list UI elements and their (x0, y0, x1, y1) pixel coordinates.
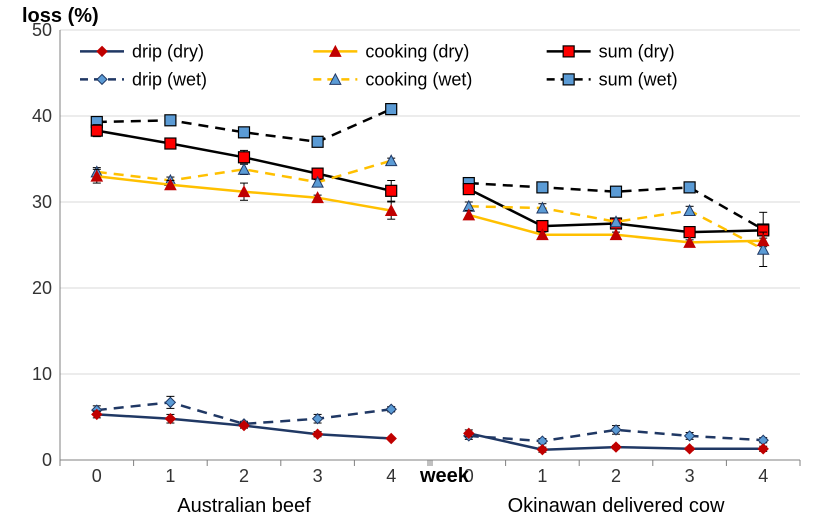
x-tick-label: 3 (313, 466, 323, 486)
x-tick-label: 4 (758, 466, 768, 486)
legend-label: cooking (wet) (365, 69, 472, 89)
panel-label: Australian beef (177, 495, 311, 517)
panel-label: Okinawan delivered cow (508, 495, 725, 517)
legend-label: sum (dry) (599, 41, 675, 61)
y-tick-label: 20 (32, 278, 52, 298)
y-axis-title: loss (%) (22, 5, 99, 27)
legend-label: drip (dry) (132, 41, 204, 61)
x-axis-title: week (419, 465, 470, 487)
legend-label: drip (wet) (132, 69, 207, 89)
y-tick-label: 40 (32, 106, 52, 126)
y-tick-label: 0 (42, 450, 52, 470)
x-tick-label: 1 (537, 466, 547, 486)
x-tick-label: 1 (165, 466, 175, 486)
x-tick-label: 0 (92, 466, 102, 486)
y-tick-label: 10 (32, 364, 52, 384)
loss-chart: 01020304050loss (%)01234Australian beef0… (0, 0, 827, 532)
x-tick-label: 2 (611, 466, 621, 486)
x-tick-label: 2 (239, 466, 249, 486)
legend-label: cooking (dry) (365, 41, 469, 61)
y-tick-label: 30 (32, 192, 52, 212)
x-tick-label: 4 (386, 466, 396, 486)
x-tick-label: 3 (685, 466, 695, 486)
chart-container: 01020304050loss (%)01234Australian beef0… (0, 0, 827, 532)
legend-label: sum (wet) (599, 69, 678, 89)
